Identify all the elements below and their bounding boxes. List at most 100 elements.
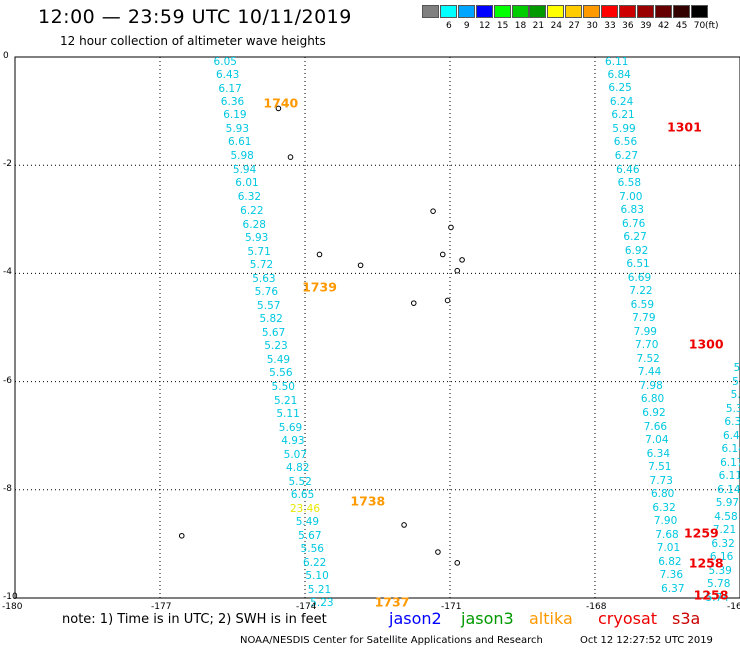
colorbar-label: 45 (675, 21, 688, 31)
colorbar-swatch (601, 5, 618, 18)
pass-time-label: 1300 (688, 336, 724, 352)
wave-height-value: 5.67 (298, 529, 322, 542)
wave-height-value: 6.27 (623, 231, 647, 244)
wave-height-value: 5.93 (225, 122, 250, 135)
wave-height-value: 5.94 (232, 163, 257, 176)
wave-height-value: 6.22 (240, 205, 264, 218)
wave-height-value: 6.43 (215, 68, 240, 81)
wave-height-value: 6.84 (607, 68, 631, 81)
wave-height-value: 7.79 (632, 312, 656, 325)
wave-height-value: 7.68 (655, 528, 679, 541)
wave-height-value: 6.16 (709, 551, 734, 564)
colorbar-label: 24 (550, 21, 563, 31)
colorbar-swatch (654, 5, 672, 18)
pass-time-label: 1738 (350, 493, 386, 509)
island-outline (287, 154, 294, 160)
wave-height-value: 6.21 (611, 109, 635, 122)
wave-height-value: 5.72 (249, 259, 274, 272)
x-tick-label: -177 (151, 602, 172, 612)
generated-timestamp: Oct 12 12:27:52 UTC 2019 (580, 635, 713, 646)
colorbar-label: 42 (657, 21, 670, 31)
colorbar-swatch (475, 5, 493, 18)
colorbar-label: 9 (463, 21, 470, 31)
wave-height-value: 6.32 (711, 537, 735, 550)
island-outline (316, 251, 323, 258)
colorbar-swatch (493, 5, 511, 18)
wave-height-value: 5.11 (276, 408, 300, 421)
island-outline (459, 257, 465, 263)
wave-height-value: 7.04 (645, 434, 669, 447)
wave-height-value: 5.52 (288, 475, 312, 488)
wave-height-value: 6.61 (228, 136, 252, 149)
island-outline (178, 532, 185, 539)
wave-height-value: 6.17 (218, 83, 242, 96)
wave-height-value: 5.23 (310, 597, 334, 610)
colorbar-swatch (511, 5, 529, 18)
colorbar-swatch (422, 5, 439, 18)
wave-height-value: 5.76 (254, 286, 279, 299)
pass-time-label: 1740 (263, 95, 299, 111)
wave-height-value: 6.19 (223, 109, 247, 122)
wave-height-value: 5.57 (257, 299, 281, 312)
wave-height-value: 5.71 (247, 245, 271, 258)
colorbar-swatch (690, 5, 708, 18)
y-tick-label: -6 (3, 375, 12, 386)
colorbar-label: 33 (604, 21, 616, 31)
wave-height-value: 6.92 (642, 406, 666, 419)
wave-height-value: 5.34 (725, 402, 740, 415)
wave-height-value: 5.39 (708, 564, 732, 577)
wave-height-value: 6.92 (624, 244, 649, 257)
wave-height-value: 6.11 (605, 56, 629, 69)
wave-height-value: 6.22 (302, 556, 327, 569)
wave-height-value: 6.46 (616, 163, 640, 176)
colorbar-label: 36 (622, 21, 634, 31)
wave-height-value: 7.36 (659, 569, 684, 582)
colorbar-swatch (547, 5, 565, 18)
island-outline (357, 262, 364, 269)
wave-height-value: 5.50 (271, 381, 295, 393)
colorbar-label: 21 (532, 21, 545, 31)
colorbar-label: 6 (446, 21, 452, 31)
page-title: 12:00 — 23:59 UTC 10/11/2019 (38, 6, 352, 28)
satellite-name: jason2 (389, 609, 442, 628)
wave-height-value: 6.58 (617, 177, 642, 190)
wave-height-value: 5.93 (244, 232, 269, 245)
wave-height-value: 7.51 (648, 461, 672, 474)
colorbar-swatch (636, 5, 654, 18)
island-outline (401, 522, 407, 528)
wave-height-value: 5.99 (612, 122, 636, 135)
wave-height-value: 5.56 (269, 367, 293, 380)
wave-height-value: 6.80 (640, 393, 665, 406)
satellite-name: jason3 (461, 609, 514, 628)
pass-time-label: 1259 (683, 525, 719, 541)
wave-height-value: 5.78 (707, 578, 731, 591)
wave-height-value: 6.59 (630, 298, 655, 311)
wave-height-value: 5.49 (266, 353, 291, 366)
island-outline (430, 208, 436, 214)
footer-note: note: 1) Time is in UTC; 2) SWH is in fe… (62, 612, 327, 627)
pass-time-label: 1301 (667, 119, 702, 135)
wave-height-value: 6.28 (242, 218, 266, 231)
wave-height-value: 6.37 (661, 582, 685, 595)
y-tick-label: -10 (3, 592, 18, 602)
colorbar-label: 12 (478, 21, 491, 31)
page-subtitle: 12 hour collection of altimeter wave hei… (60, 34, 326, 48)
wave-height-value: 7.90 (653, 515, 678, 528)
wave-height-value: 6.76 (621, 217, 646, 230)
wave-height-value: 6.83 (620, 204, 644, 217)
wave-height-value: 7.70 (635, 339, 659, 352)
wave-height-value: 5.69 (278, 421, 303, 434)
wave-height-value: 7.66 (643, 420, 668, 433)
colorbar-unit: (ft) (705, 21, 719, 31)
wave-height-value: 5.63 (252, 272, 276, 285)
wave-height-value: 5.1 (730, 389, 740, 402)
wave-height-value: 4.82 (286, 462, 310, 475)
wave-height-value: 6.25 (608, 82, 632, 95)
colorbar-swatch (583, 5, 601, 18)
island-outline (448, 224, 454, 231)
wave-height-value: 5.10 (305, 570, 329, 583)
satellite-name: altika (529, 609, 573, 628)
pass-time-label: 1258 (693, 587, 729, 603)
wave-height-value: 5.82 (259, 313, 283, 326)
